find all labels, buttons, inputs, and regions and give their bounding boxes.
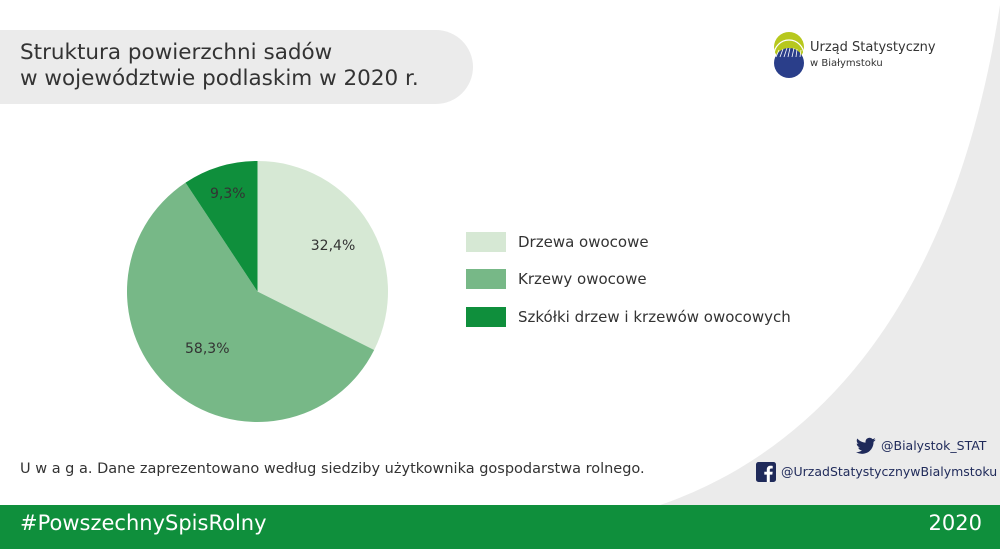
logo-icon	[773, 32, 805, 78]
title-box	[0, 30, 473, 104]
legend-swatch-drzewa	[466, 232, 506, 252]
legend-swatch-krzewy	[466, 269, 506, 289]
chart-title-line-1: Struktura powierzchni sadów	[20, 40, 333, 65]
logo-name: Urząd Statystyczny	[810, 40, 936, 55]
facebook-icon	[756, 462, 776, 482]
legend-swatch-szkolki	[466, 307, 506, 327]
footer-bar	[0, 505, 1000, 549]
legend-label-drzewa: Drzewa owocowe	[518, 233, 649, 251]
pie-label-drzewa: 32,4%	[311, 238, 355, 254]
pie-slice-szkolki	[185, 161, 258, 292]
pie-slice-drzewa	[257, 161, 388, 351]
footer-year: 2020	[928, 511, 982, 535]
facebook-handle: @UrzadStatystycznywBialymstoku	[781, 464, 998, 479]
pie-slice-krzewy	[126, 182, 375, 423]
pie-label-szkolki: 9,3%	[210, 186, 246, 202]
chart-title-line-2: w województwie podlaskim w 2020 r.	[20, 66, 419, 91]
twitter-icon	[856, 437, 876, 454]
logo-subname: w Białymstoku	[810, 58, 883, 69]
pie-chart: 32,4% 58,3% 9,3%	[126, 161, 388, 423]
legend-label-krzewy: Krzewy owocowe	[518, 270, 647, 288]
footnote: U w a g a. Dane zaprezentowano według si…	[20, 461, 645, 477]
legend-label-szkolki: Szkółki drzew i krzewów owocowych	[518, 308, 791, 326]
pie-label-krzewy: 58,3%	[185, 341, 229, 357]
twitter-handle: @Bialystok_STAT	[881, 438, 987, 453]
footer-hashtag: #PowszechnySpisRolny	[20, 511, 267, 535]
